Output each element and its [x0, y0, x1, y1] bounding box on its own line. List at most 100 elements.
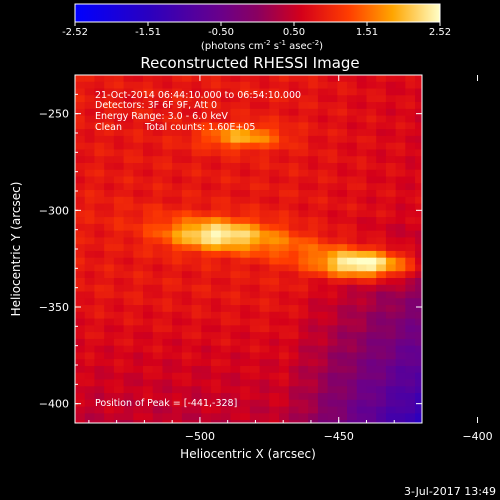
heatmap-cell — [220, 284, 232, 293]
heatmap-cell — [269, 183, 280, 191]
heatmap-cell — [240, 305, 251, 313]
heatmap-cell — [395, 393, 406, 401]
heatmap-cell — [133, 345, 144, 354]
heatmap-cell — [385, 156, 397, 164]
heatmap-cell — [84, 135, 96, 144]
heatmap-cell — [152, 203, 164, 211]
heatmap-cell — [269, 332, 280, 340]
heatmap-cell — [181, 230, 193, 238]
heatmap-cell — [240, 271, 251, 279]
heatmap-cell — [211, 183, 222, 191]
heatmap-cell — [240, 75, 251, 83]
heatmap-cell — [249, 257, 261, 266]
heatmap-cell — [279, 372, 290, 381]
heatmap-cell — [191, 298, 202, 306]
heatmap-cell — [259, 365, 270, 374]
heatmap-cell — [181, 379, 193, 387]
heatmap-cell — [279, 217, 290, 225]
heatmap-cell — [288, 318, 300, 326]
heatmap-cell — [143, 305, 154, 313]
heatmap-cell — [279, 413, 290, 421]
heatmap-cell — [191, 176, 202, 184]
heatmap-cell — [162, 386, 173, 394]
heatmap-cell — [308, 365, 319, 374]
heatmap-cell — [385, 311, 397, 320]
heatmap-cell — [84, 223, 96, 232]
heatmap-cell — [288, 338, 300, 347]
heatmap-cell — [104, 81, 115, 90]
heatmap-cell — [415, 196, 422, 205]
heatmap-cell — [143, 406, 154, 414]
heatmap-cell — [94, 332, 105, 340]
heatmap-cell — [123, 393, 134, 401]
heatmap-cell — [84, 250, 96, 259]
heatmap-cell — [327, 406, 338, 414]
heatmap-cell — [308, 345, 319, 354]
heatmap-cell — [405, 217, 416, 225]
heatmap-cell — [279, 203, 290, 211]
heatmap-cell — [298, 81, 309, 90]
heatmap-cell — [376, 399, 387, 408]
heatmap-cell — [94, 108, 105, 117]
heatmap-cell — [240, 291, 251, 299]
heatmap-cell — [308, 203, 319, 211]
heatmap-cell — [337, 122, 348, 130]
heatmap-cell — [240, 190, 251, 198]
heatmap-cell — [405, 359, 416, 367]
heatmap-cell — [279, 135, 290, 144]
heatmap-cell — [308, 298, 319, 306]
heatmap-cell — [230, 115, 241, 123]
heatmap-cell — [94, 305, 105, 313]
heatmap-cell — [143, 386, 154, 394]
heatmap-cell — [366, 95, 377, 103]
heatmap-cell — [201, 271, 212, 279]
heatmap-cell — [415, 210, 422, 218]
heatmap-cell — [94, 196, 105, 205]
heatmap-cell — [201, 190, 212, 198]
heatmap-cell — [230, 271, 241, 279]
heatmap-cell — [366, 420, 377, 423]
heatmap-cell — [230, 305, 241, 313]
heatmap-cell — [269, 372, 280, 381]
heatmap-cell — [201, 75, 212, 83]
heatmap-cell — [191, 75, 202, 83]
heatmap-cell — [220, 142, 232, 151]
heatmap-cell — [230, 318, 241, 326]
heatmap-cell — [84, 122, 96, 130]
heatmap-cell — [288, 244, 300, 252]
heatmap-cell — [220, 244, 232, 252]
heatmap-cell — [220, 190, 232, 198]
heatmap-cell — [172, 244, 183, 252]
heatmap-cell — [327, 217, 338, 225]
heatmap-cell — [356, 413, 368, 421]
heatmap-cell — [395, 352, 406, 360]
heatmap-cell — [104, 190, 115, 198]
heatmap-cell — [376, 365, 387, 374]
heatmap-cell — [113, 325, 125, 333]
heatmap-cell — [249, 278, 261, 286]
heatmap-cell — [162, 393, 173, 401]
heatmap-cell — [337, 250, 348, 259]
heatmap-cell — [366, 196, 377, 205]
heatmap-cell — [133, 135, 144, 144]
heatmap-cell — [337, 95, 348, 103]
heatmap-cell — [308, 217, 319, 225]
peak-position-label: Position of Peak = [-441,-328] — [95, 398, 237, 409]
heatmap-cell — [143, 332, 154, 340]
heatmap-cell — [269, 271, 280, 279]
heatmap-cell — [123, 406, 134, 414]
heatmap-cell — [104, 250, 115, 259]
heatmap-cell — [240, 81, 251, 90]
heatmap-cell — [279, 176, 290, 184]
heatmap-cell — [75, 386, 86, 394]
heatmap-cell — [415, 271, 422, 279]
heatmap-cell — [347, 190, 358, 198]
heatmap-cell — [337, 149, 348, 157]
heatmap-cell — [133, 115, 144, 123]
heatmap-cell — [269, 102, 280, 110]
heatmap-cell — [104, 210, 115, 218]
heatmap-cell — [104, 217, 115, 225]
heatmap-cell — [298, 210, 309, 218]
heatmap-cell — [337, 291, 348, 299]
heatmap-cell — [162, 399, 173, 408]
